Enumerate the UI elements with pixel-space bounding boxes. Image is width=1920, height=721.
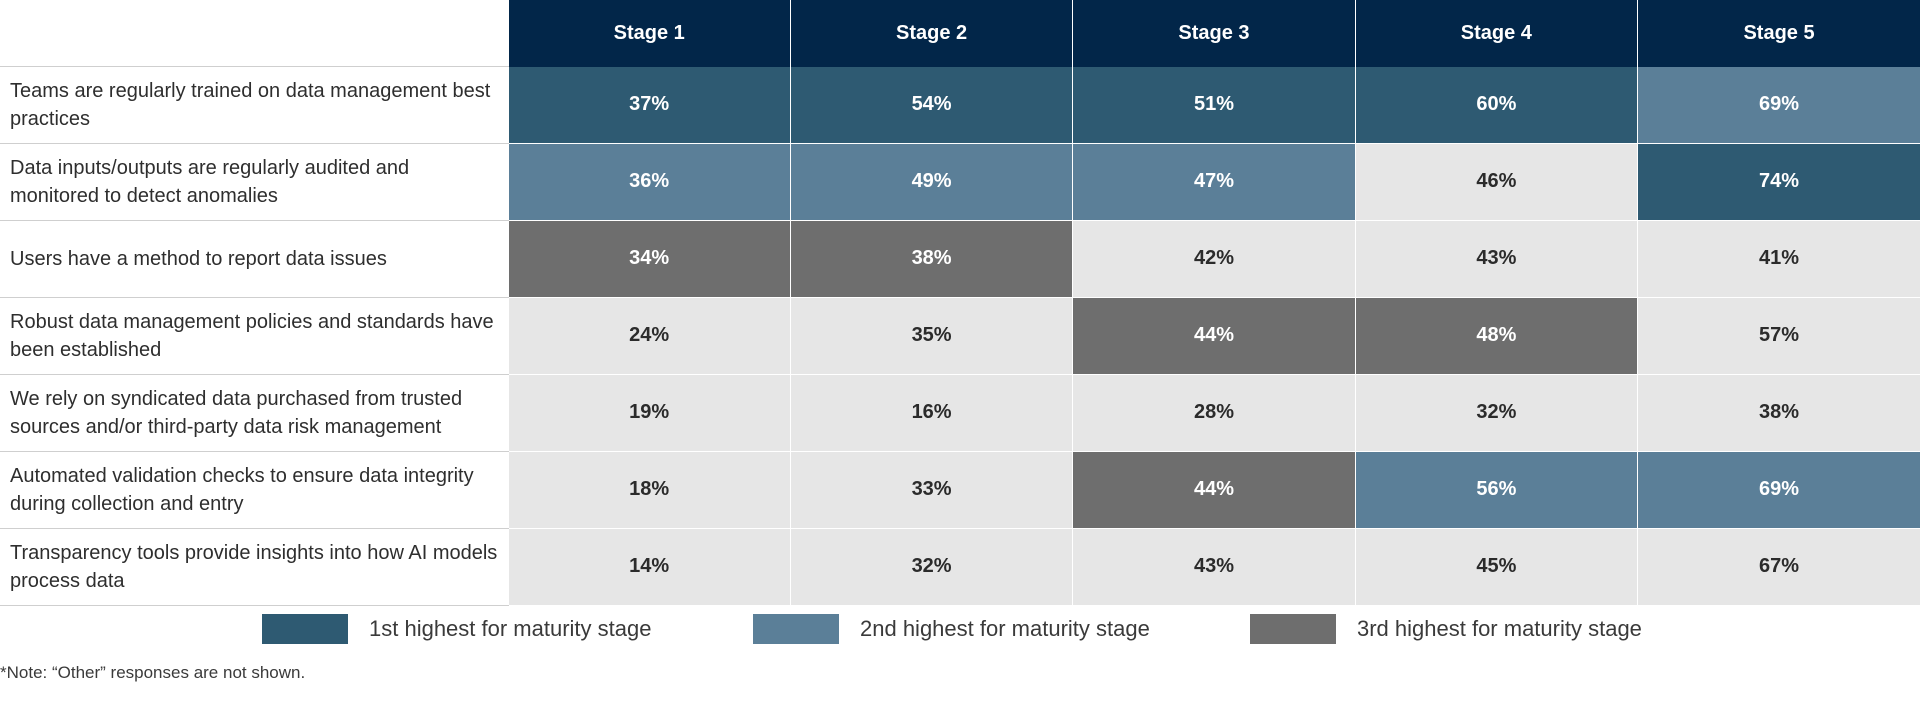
legend-label-2nd: 2nd highest for maturity stage	[860, 616, 1150, 641]
table-row: Automated validation checks to ensure da…	[0, 451, 1920, 529]
row-label: Automated validation checks to ensure da…	[0, 451, 508, 529]
stage-header: Stage 4	[1354, 0, 1638, 67]
row-label: Data inputs/outputs are regularly audite…	[0, 143, 508, 221]
row-label: Users have a method to report data issue…	[0, 220, 508, 298]
heatmap-cell: 54%	[789, 66, 1073, 144]
legend-item-1st: 1st highest for maturity stage	[262, 613, 651, 645]
heatmap-cell: 57%	[1637, 297, 1920, 375]
heatmap-cell: 67%	[1637, 528, 1920, 606]
legend-label-3rd: 3rd highest for maturity stage	[1357, 616, 1642, 641]
table-row: Transparency tools provide insights into…	[0, 528, 1920, 606]
stage-header: Stage 3	[1072, 0, 1356, 67]
heatmap-cell: 60%	[1354, 66, 1638, 144]
footnote: *Note: “Other” responses are not shown.	[0, 663, 306, 682]
legend-item-3rd: 3rd highest for maturity stage	[1250, 613, 1642, 645]
heatmap-cell: 47%	[1072, 143, 1356, 221]
table-row: Users have a method to report data issue…	[0, 220, 1920, 298]
legend: 1st highest for maturity stage 2nd highe…	[0, 613, 1920, 645]
heatmap-cell: 44%	[1072, 297, 1356, 375]
legend-swatch-1st	[262, 614, 348, 644]
table-row: Data inputs/outputs are regularly audite…	[0, 143, 1920, 221]
legend-item-2nd: 2nd highest for maturity stage	[753, 613, 1150, 645]
table-row: We rely on syndicated data purchased fro…	[0, 374, 1920, 452]
row-label: Robust data management policies and stan…	[0, 297, 508, 375]
heatmap-cell: 46%	[1354, 143, 1638, 221]
table-row: Robust data management policies and stan…	[0, 297, 1920, 375]
stage-header: Stage 5	[1637, 0, 1920, 67]
heatmap-cell: 69%	[1637, 451, 1920, 529]
heatmap-cell: 74%	[1637, 143, 1920, 221]
heatmap-cell: 44%	[1072, 451, 1356, 529]
heatmap-cell: 35%	[789, 297, 1073, 375]
heatmap-cell: 41%	[1637, 220, 1920, 298]
legend-swatch-2nd	[753, 614, 839, 644]
heatmap-cell: 51%	[1072, 66, 1356, 144]
heatmap-cell: 38%	[1637, 374, 1920, 452]
heatmap-cell: 16%	[789, 374, 1073, 452]
heatmap-cell: 28%	[1072, 374, 1356, 452]
heatmap-cell: 38%	[789, 220, 1073, 298]
heatmap-cell: 49%	[789, 143, 1073, 221]
heatmap-cell: 32%	[1354, 374, 1638, 452]
heatmap-cell: 34%	[507, 220, 791, 298]
legend-swatch-3rd	[1250, 614, 1336, 644]
table-body: Teams are regularly trained on data mana…	[0, 66, 1920, 606]
heatmap-cell: 48%	[1354, 297, 1638, 375]
stage-header: Stage 2	[789, 0, 1073, 67]
heatmap-cell: 45%	[1354, 528, 1638, 606]
heatmap-table-container: Stage 1 Stage 2 Stage 3 Stage 4 Stage 5 …	[0, 0, 1920, 606]
heatmap-cell: 43%	[1354, 220, 1638, 298]
heatmap-cell: 24%	[507, 297, 791, 375]
table-row: Teams are regularly trained on data mana…	[0, 66, 1920, 144]
heatmap-cell: 69%	[1637, 66, 1920, 144]
heatmap-cell: 32%	[789, 528, 1073, 606]
heatmap-cell: 42%	[1072, 220, 1356, 298]
heatmap-cell: 36%	[507, 143, 791, 221]
heatmap-cell: 19%	[507, 374, 791, 452]
stage-header: Stage 1	[507, 0, 791, 67]
heatmap-cell: 43%	[1072, 528, 1356, 606]
heatmap-cell: 18%	[507, 451, 791, 529]
header-row: Stage 1 Stage 2 Stage 3 Stage 4 Stage 5	[0, 0, 1920, 67]
heatmap-cell: 33%	[789, 451, 1073, 529]
row-label: We rely on syndicated data purchased fro…	[0, 374, 508, 452]
heatmap-cell: 56%	[1354, 451, 1638, 529]
legend-label-1st: 1st highest for maturity stage	[369, 616, 652, 641]
header-corner	[0, 0, 508, 67]
heatmap-cell: 14%	[507, 528, 791, 606]
row-label: Teams are regularly trained on data mana…	[0, 66, 508, 144]
heatmap-cell: 37%	[507, 66, 791, 144]
row-label: Transparency tools provide insights into…	[0, 528, 508, 606]
maturity-heatmap-table: Stage 1 Stage 2 Stage 3 Stage 4 Stage 5 …	[0, 0, 1920, 606]
